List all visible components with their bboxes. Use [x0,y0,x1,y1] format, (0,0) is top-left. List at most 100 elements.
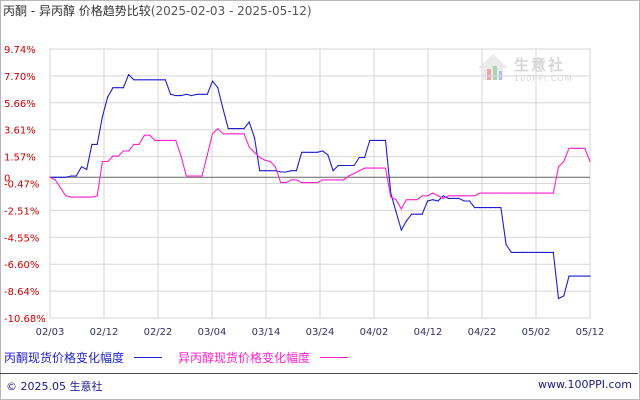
series-0-point [463,200,465,202]
series-1-point [211,133,214,135]
series-0-point [348,164,350,167]
series-0-point [122,87,124,89]
series-0-point [164,79,166,81]
series-1-point [217,128,219,130]
series-0-point [384,139,387,141]
footer-url[interactable]: www.100PPI.com [538,378,632,391]
legend-item-acetone: 丙酮现货价格变化幅度 [4,349,163,366]
series-1-point [238,133,240,135]
series-1-point [589,160,591,163]
series-0-point [65,176,67,178]
series-1-point [290,179,292,181]
series-0-point [311,151,313,153]
series-1-point [248,146,250,148]
series-0-point [521,251,523,253]
series-1-point [269,160,271,163]
series-1-point [159,139,161,141]
series-0-point [364,156,366,159]
series-0-point [232,128,235,130]
series-1-point [552,192,554,194]
series-1-point [489,192,491,194]
series-0-point [243,128,245,130]
series-line-0 [50,73,590,300]
series-0-point [337,164,339,167]
series-0-point [128,74,130,76]
series-1-point [537,192,539,194]
series-0-point [269,170,271,172]
series-0-point [86,168,88,170]
series-1-point [474,195,476,197]
series-0-point [211,80,214,82]
series-1-point [526,192,528,194]
series-0-point [400,229,402,231]
series-1-point [547,192,549,194]
x-tick-label: 05/02 [522,327,551,338]
series-1-point [521,192,523,194]
series-0-point [96,143,98,145]
legend-label-isopropanol: 异丙醇现货价格变化幅度 [178,351,311,365]
series-0-point [343,164,345,167]
series-1-point [243,133,245,135]
series-1-point [164,139,166,141]
series-1-point [348,175,350,177]
series-0-point [531,251,533,253]
series-1-point [196,175,198,177]
series-0-point [447,197,449,199]
series-0-point [547,251,549,253]
series-1-point [505,192,507,194]
series-1-point [453,195,455,197]
footer-divider [0,373,638,374]
series-1-point [322,179,324,181]
watermark-logo: 生意社 100PPI.COM [476,52,596,92]
series-1-point [128,150,130,152]
series-0-point [316,151,318,153]
series-0-point [117,87,119,89]
series-0-point [353,164,355,167]
series-1-point [274,166,276,168]
series-0-point [196,93,198,95]
series-1-point [327,179,329,181]
series-0-point [584,275,586,277]
series-0-point [107,96,109,98]
series-1-point [101,160,103,163]
series-0-point [222,108,224,110]
series-0-point [484,207,486,209]
series-0-point [489,207,491,209]
series-1-point [80,196,83,198]
series-0-point [70,175,72,177]
series-0-point [59,176,62,178]
series-1-point [416,199,418,201]
series-0-point [458,197,460,199]
series-0-point [133,79,135,81]
series-0-point [369,139,371,141]
series-1-point [358,170,360,172]
chart-title-range: (2025-02-03 - 2025-05-12) [150,4,312,18]
series-1-point [301,182,303,184]
series-0-point [264,170,266,172]
x-tick-label: 02/22 [144,327,173,338]
x-tick-label: 02/03 [36,327,65,338]
series-layer [49,73,591,300]
axis-layer: 9.74% 7.70% 5.66% 3.61% 1.57% -0.47% -2.51% -4.… [4,45,604,338]
series-0-point [327,154,329,156]
chart-title-main: 丙酮 - 异丙醇 价格趋势比较 [3,4,151,18]
series-1-point [458,195,460,197]
y-tick-label: -2.51% [4,206,39,217]
y-zero-label: 0 [4,173,10,184]
series-1-point [138,143,140,145]
series-1-point [510,192,512,194]
series-1-point [531,192,533,194]
series-1-point [447,195,449,197]
series-0-point [185,93,187,95]
series-1-point [442,197,444,199]
series-0-point [143,79,145,81]
series-1-point [432,192,434,194]
series-0-point [432,199,434,201]
series-1-point [170,139,172,141]
series-1-point [557,166,560,168]
series-0-point [563,295,565,297]
series-1-point [426,195,429,197]
series-1-point [133,143,135,145]
series-1-point [463,195,465,197]
series-1-point [112,155,114,157]
